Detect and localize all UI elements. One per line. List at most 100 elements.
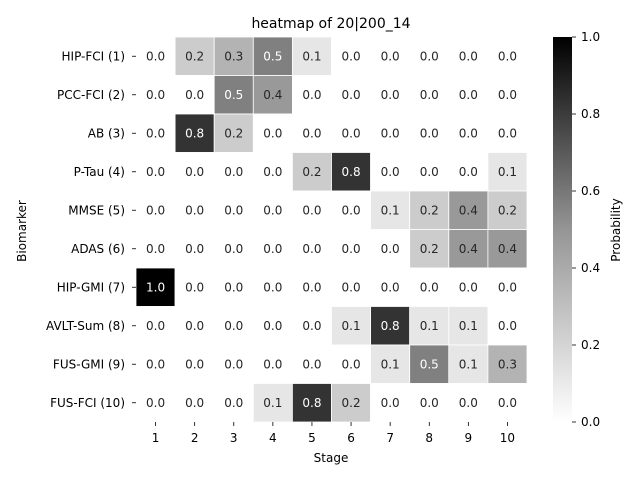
cell-value-label: 0.0 — [146, 126, 165, 140]
cell-value-label: 0.0 — [381, 165, 400, 179]
cell-value-label: 0.0 — [498, 280, 517, 294]
heatmap-cell — [370, 75, 411, 115]
heatmap-cell — [331, 190, 371, 230]
heatmap-cell — [291, 383, 332, 423]
heatmap-cell — [135, 383, 176, 423]
heatmap-cell — [448, 383, 489, 423]
cell-value-label: 0.0 — [302, 319, 321, 333]
heatmap-cell — [448, 190, 489, 230]
colorbar-tick-label: 1.0 — [581, 30, 600, 44]
cell-value-label: 0.0 — [185, 203, 204, 217]
cell-value-label: 0.1 — [342, 319, 361, 333]
cell-value-label: 0.0 — [146, 319, 165, 333]
cell-value-label: 0.0 — [146, 357, 165, 371]
heatmap-cell — [370, 344, 411, 384]
heatmap-cell — [448, 75, 489, 115]
cell-value-label: 0.0 — [420, 396, 439, 410]
cell-value-label: 0.0 — [342, 203, 361, 217]
colorbar-ticks: 0.0 0.2 0.4 0.6 0.8 1.0 — [572, 30, 600, 429]
y-tick-label: P-Tau (4) — [74, 165, 125, 179]
cell-value-label: 0.0 — [185, 357, 204, 371]
x-tick-label: 2 — [191, 431, 199, 445]
cell-value-label: 0.2 — [498, 203, 517, 217]
cell-value-label: 0.0 — [224, 396, 243, 410]
cell-value-label: 0.0 — [263, 126, 282, 140]
x-tick-label: 3 — [230, 431, 238, 445]
x-tick-label: 6 — [347, 431, 355, 445]
heatmap-cell — [213, 113, 254, 153]
cell-value-label: 0.0 — [342, 88, 361, 102]
heatmap-cell — [331, 267, 371, 307]
heatmap-cell — [448, 344, 489, 384]
cell-value-label: 0.0 — [342, 242, 361, 256]
cell-value-label: 0.1 — [420, 319, 439, 333]
heatmap-cell — [135, 36, 176, 76]
heatmap-cell — [291, 344, 332, 384]
cell-value-label: 0.8 — [342, 165, 361, 179]
heatmap-cell — [448, 113, 489, 153]
heatmap-cell — [370, 152, 411, 192]
cell-value-label: 0.0 — [263, 203, 282, 217]
x-axis-label: Stage — [314, 451, 349, 465]
heatmap-cell — [487, 75, 528, 115]
cell-value-label: 0.0 — [185, 396, 204, 410]
heatmap-cell — [409, 36, 450, 76]
heatmap-cell — [409, 267, 450, 307]
cell-value-label: 0.2 — [224, 126, 243, 140]
heatmap-cell — [409, 75, 450, 115]
heatmap-cell — [135, 113, 176, 153]
cell-value-label: 0.2 — [302, 165, 321, 179]
cell-value-label: 0.0 — [342, 49, 361, 63]
cell-value-label: 0.0 — [342, 280, 361, 294]
cell-value-label: 0.0 — [224, 319, 243, 333]
cell-value-label: 0.0 — [146, 203, 165, 217]
cell-value-label: 0.1 — [302, 49, 321, 63]
x-tick-label: 8 — [425, 431, 433, 445]
cell-value-label: 0.0 — [263, 242, 282, 256]
cell-value-label: 0.0 — [263, 280, 282, 294]
cell-value-label: 0.0 — [302, 88, 321, 102]
heatmap-cell — [213, 306, 254, 346]
heatmap-cell — [331, 75, 371, 115]
heatmap-cell — [409, 344, 450, 384]
heatmap-cell — [213, 190, 254, 230]
cell-value-label: 0.0 — [498, 126, 517, 140]
cell-value-label: 0.0 — [185, 280, 204, 294]
cell-value-label: 0.0 — [459, 165, 478, 179]
x-tick-label: 7 — [386, 431, 394, 445]
cell-value-label: 0.0 — [420, 165, 439, 179]
cell-value-label: 0.0 — [459, 88, 478, 102]
y-tick-label: AB (3) — [88, 126, 125, 140]
heatmap-cell — [252, 229, 293, 269]
y-tick-label: PCC-FCI (2) — [57, 88, 125, 102]
cell-value-label: 0.0 — [224, 242, 243, 256]
cell-value-label: 0.0 — [420, 88, 439, 102]
heatmap-cell — [370, 190, 411, 230]
heatmap-cell — [370, 306, 411, 346]
colorbar-tick-label: 0.8 — [581, 107, 600, 121]
colorbar-tick-label: 0.2 — [581, 338, 600, 352]
heatmap-cell — [213, 344, 254, 384]
y-tick-label: FUS-FCI (10) — [50, 396, 125, 410]
cell-value-label: 0.0 — [302, 126, 321, 140]
colorbar-label: Probability — [609, 198, 623, 261]
heatmap-cell — [174, 75, 215, 115]
cell-value-label: 0.0 — [146, 242, 165, 256]
heatmap-cell — [174, 113, 215, 153]
cell-value-label: 0.0 — [146, 49, 165, 63]
cell-value-label: 0.0 — [459, 49, 478, 63]
colorbar-tick-label: 0.6 — [581, 184, 600, 198]
cell-value-label: 0.1 — [459, 357, 478, 371]
heatmap-cell — [135, 229, 176, 269]
cell-value-label: 0.0 — [263, 165, 282, 179]
cell-value-label: 0.8 — [185, 126, 204, 140]
cell-value-label: 0.0 — [302, 242, 321, 256]
cell-value-label: 0.2 — [420, 203, 439, 217]
heatmap-cell — [409, 383, 450, 423]
heatmap-cell — [487, 306, 528, 346]
heatmap-cell — [331, 383, 371, 423]
cell-value-label: 0.4 — [459, 203, 478, 217]
heatmap-cell-labels: 0.0 0.2 0.3 0.5 0.1 0.0 0.0 0.0 0.0 0.0 0.0 0.0 0.5 0… — [146, 49, 517, 410]
cell-value-label: 0.0 — [224, 203, 243, 217]
y-tick-label: MMSE (5) — [68, 203, 125, 217]
